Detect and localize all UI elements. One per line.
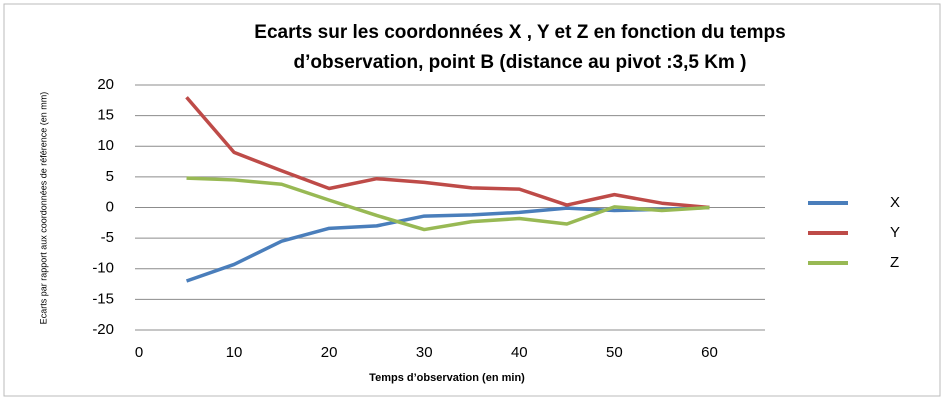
y-tick-label: 5 [106,168,114,185]
y-tick-label: -10 [92,260,114,277]
data-line [185,205,710,283]
y-tick-label: -20 [92,321,114,338]
data-line [186,176,710,232]
chart-frame [3,3,941,397]
x-tick-label: 50 [606,344,623,361]
y-axis-label: Ecarts par rapport aux coordonnées de ré… [38,92,48,325]
legend-label: Z [890,254,899,271]
y-tick-label: -5 [101,229,114,246]
x-tick-label: 20 [321,344,338,361]
legend-label: Y [890,224,900,241]
data-line [185,96,710,210]
x-tick-label: 10 [226,344,243,361]
y-tick-label: 0 [106,198,114,215]
x-tick-label: 60 [701,344,718,361]
x-tick-label: 30 [416,344,433,361]
x-tick-label: 40 [511,344,528,361]
y-tick-label: 20 [97,76,114,93]
y-tick-label: 15 [97,107,114,124]
y-tick-label: -15 [92,290,114,307]
chart-title: Ecarts sur les coordonnées X , Y et Z en… [254,22,785,43]
chart-title: d’observation, point B (distance au pivo… [294,52,747,73]
x-tick-label: 0 [135,344,143,361]
legend-label: X [890,194,900,211]
y-tick-label: 10 [97,137,114,154]
x-axis-label: Temps d’observation (en min) [369,372,525,384]
